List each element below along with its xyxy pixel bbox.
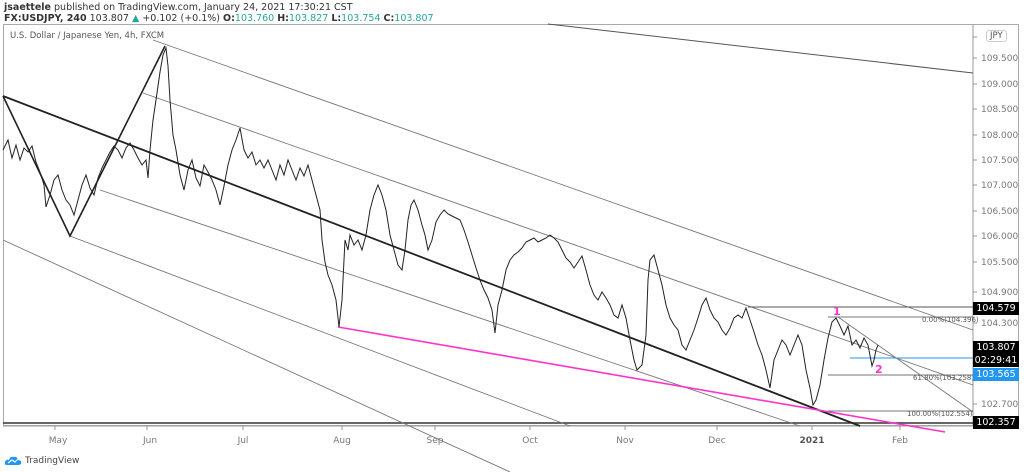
currency-badge[interactable]: JPY [986,30,1007,42]
svg-text:109.000: 109.000 [981,80,1018,90]
up-arrow-icon: ▲ [131,13,140,24]
svg-text:106.000: 106.000 [981,232,1018,242]
tradingview-brand: TradingView [25,455,80,466]
svg-text:105.500: 105.500 [981,258,1018,268]
last-price: 103.807 [89,13,129,24]
svg-text:108.500: 108.500 [981,105,1018,115]
svg-text:Dec: Dec [708,436,725,446]
svg-text:104.900: 104.900 [981,288,1018,298]
svg-text:104.300: 104.300 [981,319,1018,329]
blue-level-price-tag: 103.565 [973,368,1019,381]
time-axis-labels: May Jun Jul Aug Sep Oct Nov Dec 2021 Feb [49,436,909,446]
svg-text:109.500: 109.500 [981,54,1018,64]
resistance-price-tag: 104.579 [973,302,1019,315]
fib-100-label: 100.00%(102.554) [907,410,973,418]
magenta-trendline [337,326,946,433]
last-price-tag: 103.807 [973,341,1019,354]
svg-text:107.000: 107.000 [981,181,1018,191]
svg-text:Oct: Oct [522,436,538,446]
published-text: published on TradingView.com, January 24… [54,2,353,13]
svg-text:106.500: 106.500 [981,207,1018,217]
svg-text:Jul: Jul [237,436,249,446]
pitchfork-handle [2,45,166,238]
pitchfork-median [2,95,861,427]
price-axis [973,36,977,405]
open-value: 103.760 [234,13,275,24]
svg-text:Feb: Feb [892,436,908,446]
svg-text:May: May [49,436,68,446]
price-axis-labels: 109.500 109.000 108.500 108.000 107.500 … [981,54,1018,410]
long-term-trendline [547,23,974,74]
svg-text:2021: 2021 [799,436,824,446]
price-series [2,46,879,407]
time-axis-ticks [54,426,901,430]
high-value: 103.827 [288,13,329,24]
svg-text:Nov: Nov [616,436,634,446]
symbol-info: FX:USDJPY, 240 103.807 ▲ +0.102 (+0.1%) … [4,13,434,24]
fib-0-label: 0.00%(104.396) [922,316,979,324]
countdown-tag: 02:29:41 [973,354,1019,367]
svg-text:Sep: Sep [427,436,444,446]
publish-info: jsaettele published on TradingView.com, … [4,2,353,13]
svg-text:Aug: Aug [333,436,351,446]
tradingview-logo[interactable]: TradingView [4,455,79,466]
change-value: +0.102 (+0.1%) [142,13,220,24]
low-value: 103.754 [341,13,381,24]
fib-618-label: 61.80%(103.258) [913,374,975,382]
pitchfork-channel [2,39,974,472]
tradingview-cloud-icon [4,456,22,465]
svg-text:107.500: 107.500 [981,156,1018,166]
svg-text:108.000: 108.000 [981,131,1018,141]
symbol-label: FX:USDJPY, 240 [4,13,87,24]
svg-text:Jun: Jun [142,436,157,446]
wave-label-1: 1 [833,305,841,318]
wave-label-2: 2 [875,363,883,376]
chart-title: U.S. Dollar / Japanese Yen, 4h, FXCM [10,31,165,41]
close-value: 103.807 [394,13,434,24]
author-name[interactable]: jsaettele [4,2,51,13]
svg-text:102.700: 102.700 [981,400,1018,410]
support-price-tag: 102.357 [973,416,1019,429]
